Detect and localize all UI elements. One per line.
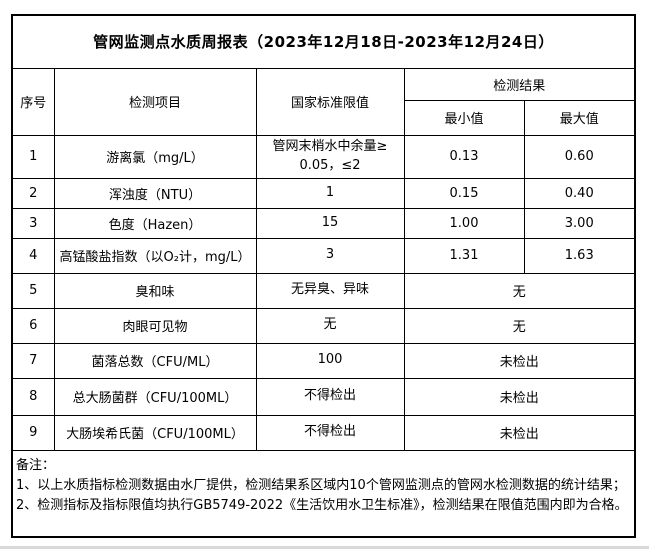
page-bottom-divider bbox=[0, 546, 649, 549]
notes-label: 备注： bbox=[16, 457, 56, 473]
cell-min: 0.15 bbox=[403, 177, 525, 209]
cell-item: 色度（Hazen） bbox=[53, 207, 257, 239]
cell-min: 0.13 bbox=[403, 134, 525, 179]
cell-result-merged: 无 bbox=[403, 272, 636, 309]
cell-item: 肉眼可见物 bbox=[53, 307, 257, 344]
cell-item: 浑浊度（NTU） bbox=[53, 177, 257, 209]
notes-cell: 备注： 1、以上水质指标检测数据由水厂提供，检测结果系区域内10个管网监测点的管… bbox=[11, 449, 636, 538]
cell-standard: 100 bbox=[255, 342, 405, 379]
cell-item: 菌落总数（CFU/ML） bbox=[53, 342, 257, 379]
cell-max: 1.63 bbox=[523, 237, 636, 274]
header-row-top: 序号 检测项目 国家标准限值 检测结果 bbox=[11, 67, 636, 136]
table-row: 9 大肠埃希氏菌（CFU/100ML） 不得检出 未检出 bbox=[11, 414, 636, 451]
cell-result-merged: 无 bbox=[403, 307, 636, 344]
cell-no: 7 bbox=[11, 342, 55, 379]
cell-standard: 不得检出 bbox=[255, 414, 405, 451]
notes-line-2: 2、检测指标及指标限值均执行GB5749-2022《生活饮用水卫生标准》，检测结… bbox=[16, 497, 628, 513]
table-row: 6 肉眼可见物 无 无 bbox=[11, 307, 636, 344]
cell-result-merged: 未检出 bbox=[403, 377, 636, 416]
cell-no: 3 bbox=[11, 207, 55, 239]
table-row: 5 臭和味 无异臭、异味 无 bbox=[11, 272, 636, 309]
table-row: 8 总大肠菌群（CFU/100ML） 不得检出 未检出 bbox=[11, 377, 636, 416]
table-row: 7 菌落总数（CFU/ML） 100 未检出 bbox=[11, 342, 636, 379]
cell-no: 1 bbox=[11, 134, 55, 179]
header-min: 最小值 bbox=[403, 99, 525, 136]
table-row: 2 浑浊度（NTU） 1 0.15 0.40 bbox=[11, 177, 636, 209]
notes-line-1: 1、以上水质指标检测数据由水厂提供，检测结果系区域内10个管网监测点的管网水检测… bbox=[16, 477, 626, 493]
cell-item: 臭和味 bbox=[53, 272, 257, 309]
cell-max: 3.00 bbox=[523, 207, 636, 239]
cell-no: 8 bbox=[11, 377, 55, 416]
cell-min: 1.00 bbox=[403, 207, 525, 239]
table-row: 1 游离氯（mg/L） 管网末梢水中余量≥ 0.05，≤2 0.13 0.60 bbox=[11, 134, 636, 179]
notes-row: 备注： 1、以上水质指标检测数据由水厂提供，检测结果系区域内10个管网监测点的管… bbox=[11, 449, 636, 538]
header-item: 检测项目 bbox=[53, 67, 257, 136]
cell-item: 总大肠菌群（CFU/100ML） bbox=[53, 377, 257, 416]
cell-no: 5 bbox=[11, 272, 55, 309]
cell-item: 游离氯（mg/L） bbox=[53, 134, 257, 179]
cell-min: 1.31 bbox=[403, 237, 525, 274]
cell-result-merged: 未检出 bbox=[403, 414, 636, 451]
cell-standard: 无异臭、异味 bbox=[255, 272, 405, 309]
water-quality-table: 管网监测点水质周报表（2023年12月18日-2023年12月24日） 序号 检… bbox=[11, 14, 637, 538]
cell-standard: 不得检出 bbox=[255, 377, 405, 416]
table-title-row: 管网监测点水质周报表（2023年12月18日-2023年12月24日） bbox=[11, 14, 636, 69]
cell-max: 0.40 bbox=[523, 177, 636, 209]
cell-standard: 1 bbox=[255, 177, 405, 209]
cell-standard: 15 bbox=[255, 207, 405, 239]
cell-item: 高锰酸盐指数（以O₂计，mg/L） bbox=[53, 237, 257, 274]
cell-no: 2 bbox=[11, 177, 55, 209]
cell-item: 大肠埃希氏菌（CFU/100ML） bbox=[53, 414, 257, 451]
cell-no: 9 bbox=[11, 414, 55, 451]
table-row: 4 高锰酸盐指数（以O₂计，mg/L） 3 1.31 1.63 bbox=[11, 237, 636, 274]
cell-standard: 无 bbox=[255, 307, 405, 344]
cell-no: 6 bbox=[11, 307, 55, 344]
table-row: 3 色度（Hazen） 15 1.00 3.00 bbox=[11, 207, 636, 239]
cell-result-merged: 未检出 bbox=[403, 342, 636, 379]
header-max: 最大值 bbox=[523, 99, 636, 136]
cell-standard: 3 bbox=[255, 237, 405, 274]
cell-no: 4 bbox=[11, 237, 55, 274]
header-row-bottom: 最小值 最大值 bbox=[12, 99, 636, 136]
header-no: 序号 bbox=[11, 67, 55, 136]
table-title: 管网监测点水质周报表（2023年12月18日-2023年12月24日） bbox=[11, 14, 636, 69]
cell-standard: 管网末梢水中余量≥ 0.05，≤2 bbox=[255, 134, 405, 179]
header-standard: 国家标准限值 bbox=[255, 67, 405, 136]
cell-max: 0.60 bbox=[523, 134, 636, 179]
header-result-group: 检测结果 bbox=[403, 67, 636, 101]
